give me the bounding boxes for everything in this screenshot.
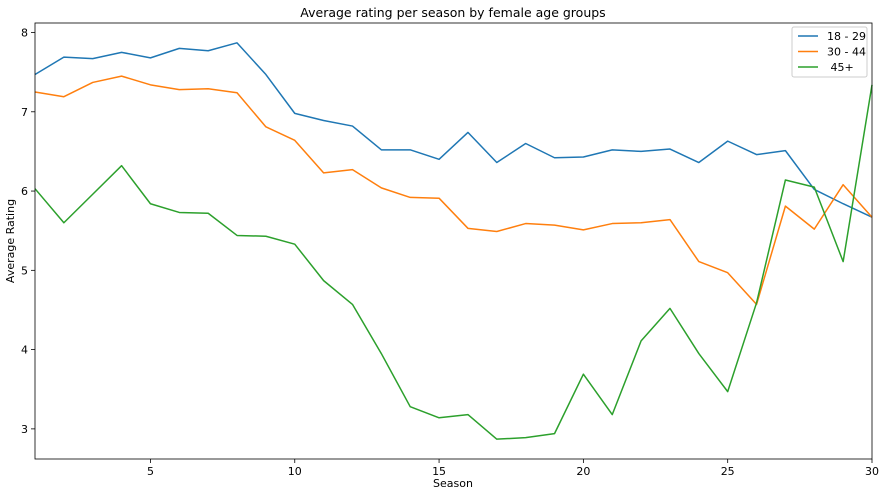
x-tick-label: 25 <box>721 465 735 478</box>
series-line-3 <box>34 84 873 440</box>
plot-lines <box>34 42 873 440</box>
y-tick-label: 5 <box>21 264 28 277</box>
legend-label-1: 18 - 29 <box>827 30 866 43</box>
y-tick-label: 6 <box>21 185 28 198</box>
series-line-2 <box>34 75 873 306</box>
series-line-1 <box>34 42 873 218</box>
legend-box <box>791 26 868 78</box>
y-tick-label: 3 <box>21 423 28 436</box>
x-tick-label: 10 <box>288 465 302 478</box>
x-axis-label: Season <box>433 477 473 490</box>
x-tick-label: 20 <box>576 465 590 478</box>
legend-label-3: 45+ <box>827 61 854 74</box>
y-tick-label: 7 <box>21 106 28 119</box>
plot-frame <box>34 22 873 460</box>
x-tick-label: 30 <box>865 465 879 478</box>
legend: 18 - 29 30 - 44 45+ <box>791 26 868 78</box>
y-axis: 3 4 5 6 7 8 <box>21 27 35 436</box>
chart-title: Average rating per season by female age … <box>300 5 605 20</box>
y-tick-label: 4 <box>21 344 28 357</box>
y-tick-label: 8 <box>21 27 28 40</box>
y-axis-label: Average Rating <box>4 199 17 283</box>
x-tick-label: 15 <box>432 465 446 478</box>
x-axis: 5 10 15 20 25 30 <box>147 459 879 478</box>
legend-label-2: 30 - 44 <box>827 46 866 59</box>
x-tick-label: 5 <box>147 465 154 478</box>
